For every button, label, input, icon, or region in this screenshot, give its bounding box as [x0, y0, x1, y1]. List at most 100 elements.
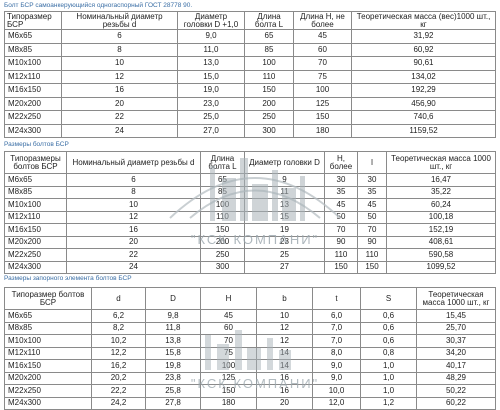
table-cell: 23,8: [145, 371, 201, 385]
table-cell: 192,29: [351, 83, 496, 98]
table-cell: 6,0: [312, 309, 361, 323]
table-cell: 35,22: [386, 185, 496, 199]
table-cell: 100: [293, 83, 352, 98]
row-size-cell: M6x65: [4, 309, 92, 323]
col-header-bolt-length: Длина болта L: [244, 11, 294, 30]
table-cell: 456,90: [351, 96, 496, 111]
table-cell: 75: [293, 69, 352, 84]
col-header-D: D: [145, 287, 201, 310]
row-size-cell: M12x110: [4, 210, 67, 224]
table-cell: 90: [357, 235, 387, 249]
table-cell: 60: [293, 42, 352, 57]
table-cell: 0,6: [360, 321, 417, 335]
bolt-sizes-table: Типоразмеры болтов БСР Номинальный диаме…: [4, 151, 496, 274]
table-row: M10x100 10,2 13,8 70 12 7,0 0,6 30,37: [4, 334, 496, 348]
table1-caption: Болт БСР самоанкерующийся одноraспорный …: [4, 2, 193, 9]
table-cell: 0,8: [360, 346, 417, 360]
col-header-mass: Теоретическая масса (вес)1000 шт., кг: [351, 11, 496, 30]
table-cell: 12: [256, 334, 313, 348]
table-cell: 150: [293, 110, 352, 125]
table-cell: 60,24: [386, 198, 496, 212]
table-row: M6x65 6,2 9,8 45 10 6,0 0,6 15,45: [4, 309, 496, 323]
col-header-h-length: Длина H, не более: [293, 11, 352, 30]
table-row: M8x85 8 85 11 35 35 35,22: [4, 185, 496, 199]
table-cell: 25,70: [416, 321, 496, 335]
table-row: M22x250 22 250 25 110 110 590,58: [4, 248, 496, 262]
table-cell: 11,8: [145, 321, 201, 335]
row-size-cell: M16x150: [4, 359, 92, 373]
table-cell: 9: [244, 173, 325, 187]
table-cell: 22: [61, 110, 178, 125]
table-cell: 150: [244, 83, 294, 98]
table-cell: 22,2: [91, 384, 146, 398]
row-size-cell: M8x85: [4, 321, 92, 335]
table-cell: 75: [200, 346, 257, 360]
table-row: M10x100 10 13,0 100 70 90,61: [4, 56, 496, 71]
table-cell: 12: [66, 210, 201, 224]
row-size-cell: M20x200: [4, 235, 67, 249]
table-row: M6x65 6 65 9 30 30 16,47: [4, 173, 496, 187]
table-cell: 8,2: [91, 321, 146, 335]
table-cell: 24,2: [91, 396, 146, 410]
table-row: M16x150 16 19,0 150 100 192,29: [4, 83, 496, 98]
table-cell: 20: [256, 396, 313, 410]
table-row: M20x200 20 23,0 200 125 456,90: [4, 96, 496, 111]
bolt-spec-table: Типоразмер БСР Номинальный диаметр резьб…: [4, 11, 496, 138]
table-cell: 50: [357, 210, 387, 224]
table-cell: 30: [324, 173, 358, 187]
col-header-thread-diameter: Номинальный диаметр резьбы d: [66, 151, 201, 174]
table-cell: 12: [61, 69, 178, 84]
table-cell: 20,2: [91, 371, 146, 385]
col-header-l: l: [357, 151, 387, 174]
table-cell: 15,45: [416, 309, 496, 323]
row-size-cell: M22x250: [4, 248, 67, 262]
row-size-cell: M8x85: [4, 185, 67, 199]
table-cell: 7,0: [312, 334, 361, 348]
table-cell: 40,17: [416, 359, 496, 373]
col-header-h: H, более: [324, 151, 358, 174]
table-cell: 70: [357, 223, 387, 237]
table-cell: 16: [66, 223, 201, 237]
table3-caption: Размеры запорного элемента болтов БСР: [4, 275, 132, 282]
table-row: M20x200 20 200 23 90 90 408,61: [4, 235, 496, 249]
table-cell: 10,2: [91, 334, 146, 348]
table-row: M22x250 22,2 25,8 150 16 10,0 1,0 50,22: [4, 384, 496, 398]
table-cell: 11,0: [177, 42, 245, 57]
table-cell: 34,20: [416, 346, 496, 360]
table-cell: 12,2: [91, 346, 146, 360]
row-size-cell: M10x100: [4, 198, 67, 212]
table-cell: 16,47: [386, 173, 496, 187]
table-cell: 50: [324, 210, 358, 224]
table-cell: 27,8: [145, 396, 201, 410]
table-cell: 45: [324, 198, 358, 212]
table-cell: 90,61: [351, 56, 496, 71]
row-size-cell: M6x65: [4, 29, 62, 44]
table-cell: 110: [357, 248, 387, 262]
table-cell: 35: [357, 185, 387, 199]
table-cell: 150: [324, 260, 358, 274]
table-cell: 65: [200, 173, 245, 187]
table-cell: 48,29: [416, 371, 496, 385]
row-size-cell: M20x200: [4, 96, 62, 111]
col-header-d: d: [91, 287, 146, 310]
row-size-cell: M10x100: [4, 56, 62, 71]
table-cell: 13,0: [177, 56, 245, 71]
col-header-S: S: [360, 287, 417, 310]
row-size-cell: M12x110: [4, 346, 92, 360]
row-size-cell: M10x100: [4, 334, 92, 348]
table-cell: 25,8: [145, 384, 201, 398]
table-row: M10x100 10 100 13 45 45 60,24: [4, 198, 496, 212]
table-cell: 60,92: [351, 42, 496, 57]
table-cell: 10: [256, 309, 313, 323]
table-cell: 25,0: [177, 110, 245, 125]
table-cell: 27,0: [177, 123, 245, 138]
row-size-cell: M6x65: [4, 173, 67, 187]
table-cell: 110: [200, 210, 245, 224]
table-cell: 1159,52: [351, 123, 496, 138]
table-cell: 740,6: [351, 110, 496, 125]
table-row: M20x200 20,2 23,8 125 16 9,0 1,0 48,29: [4, 371, 496, 385]
table-row: M8x85 8 11,0 85 60 60,92: [4, 42, 496, 57]
table-cell: 150: [200, 384, 257, 398]
table-cell: 7,0: [312, 321, 361, 335]
table-cell: 150: [357, 260, 387, 274]
